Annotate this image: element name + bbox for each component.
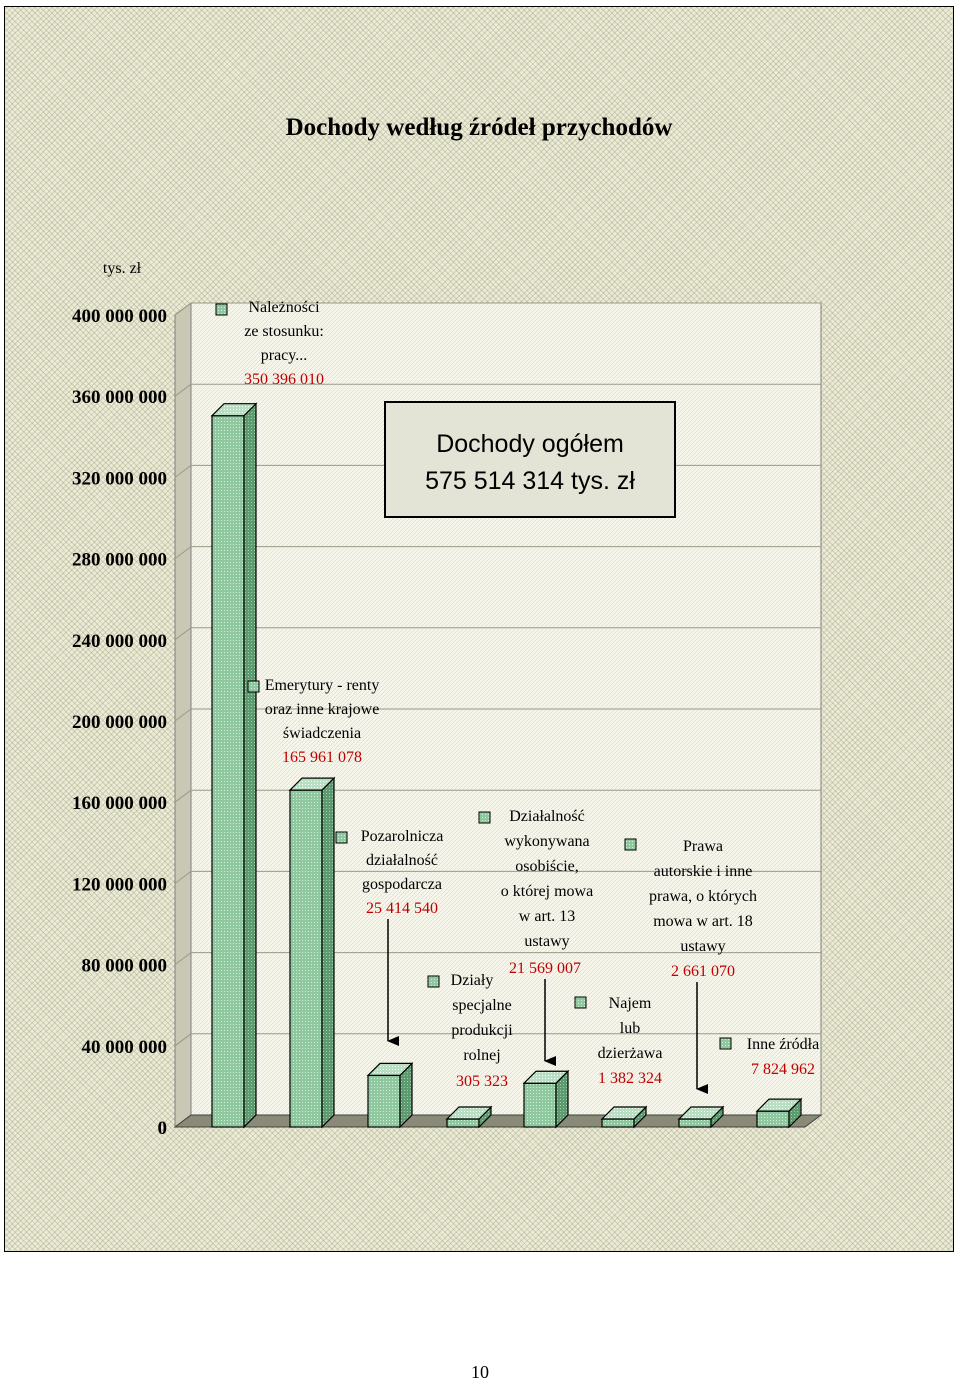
category-name-line: ustawy [680,938,725,955]
category-name-line: specjalne [452,997,512,1014]
gridline [174,383,192,397]
category-name-line: rolnej [463,1047,500,1064]
y-tick-label: 160 000 000 [72,793,167,814]
category-name-line: świadczenia [283,725,361,742]
legend-marker [335,831,348,844]
category-label: Prawa autorskie i inne prawa, o których mow… [624,838,757,1094]
total-box: Dochody ogółem 575 514 314 tys. zł [384,401,676,518]
bar-chart: Dochody według źródeł przychodów tys. zł… [72,114,823,1139]
category-name-line: Emerytury - renty [265,677,380,694]
category-name-line: w art. 13 [519,908,575,925]
bar [677,1105,725,1129]
gridline [174,627,192,641]
page-number: 10 [471,1362,489,1382]
bar [755,1097,803,1129]
category-name-line: pracy... [261,347,308,364]
category-label: Najem lub dzierżawa 1 382 324 [574,995,663,1087]
y-axis-ticks: 400 000 000 360 000 000 320 000 000 280 000… [72,306,167,1139]
gridline [174,871,192,884]
y-tick-label: 40 000 000 [82,1037,168,1058]
y-tick-label: 320 000 000 [72,468,167,489]
y-tick-label: 400 000 000 [72,306,167,327]
category-name-line: mowa w art. 18 [653,913,753,930]
y-tick-label: 240 000 000 [72,631,167,652]
gridline [174,546,192,559]
category-name-line: Najem [609,995,652,1012]
data-label: 305 323 [456,1073,508,1090]
category-label: Działalność wykonywana osobiście, o której … [478,808,593,1066]
gridline [174,952,192,965]
gridline [174,708,192,722]
data-label: 350 396 010 [244,371,324,388]
category-name-line: o której mowa [501,883,593,900]
category-name-line: Działy [451,972,494,989]
total-box-title: Dochody ogółem [436,430,624,458]
y-tick-label: 120 000 000 [72,874,167,895]
bar [445,1105,493,1129]
data-label: 1 382 324 [598,1070,662,1087]
category-name-line: działalność [366,852,438,869]
bar [522,1069,570,1129]
total-box-value: 575 514 314 tys. zł [425,467,635,495]
category-name-line: Działalność [509,808,585,825]
category-label: Pozarolnicza działalność gospodarcza 25 414… [335,828,444,1046]
data-label: 25 414 540 [366,900,438,917]
gridline [174,464,192,478]
bar [366,1061,414,1129]
legend-marker [215,303,228,316]
category-name-line: osobiście, [515,858,579,875]
legend-marker [247,680,260,693]
category-name-line: Pozarolnicza [361,828,444,845]
chart-title: Dochody według źródeł przychodów [286,114,673,141]
category-label: Należności ze stosunku: pracy... 350 396 01… [215,299,324,388]
data-labels: Należności ze stosunku: pracy... 350 396 01… [215,299,819,1094]
legend-marker [574,996,587,1009]
chart-frame: Dochody według źródeł przychodów tys. zł… [4,6,954,1252]
gridline [174,302,192,316]
category-label: Działy specjalne produkcji rolnej 305 323 [427,972,513,1090]
data-label: 21 569 007 [509,960,581,977]
legend-marker [478,811,491,824]
category-name-line: Inne źródła [747,1036,819,1053]
category-name-line: ustawy [524,933,569,950]
legend-marker [719,1037,732,1050]
bar [288,776,336,1129]
category-name-line: ze stosunku: [244,323,324,340]
legend-marker [624,838,637,851]
bars [210,402,803,1129]
y-tick-label: 360 000 000 [72,387,167,408]
gridline [174,789,192,803]
data-label: 165 961 078 [282,749,362,766]
bar [600,1105,648,1129]
y-tick-label: 280 000 000 [72,550,167,571]
category-label: Inne źródła 7 824 962 [719,1036,819,1078]
bar [210,402,258,1129]
category-name-line: lub [620,1020,640,1037]
category-name-line: dzierżawa [598,1045,663,1062]
category-name-line: prawa, o których [649,888,757,905]
y-tick-label: 80 000 000 [82,956,168,977]
gridline [174,1033,192,1047]
category-name-line: wykonywana [504,833,589,850]
legend-marker [427,975,440,988]
data-label: 2 661 070 [671,963,735,980]
category-name-line: autorskie i inne [654,863,753,880]
category-name-line: Prawa [683,838,723,855]
y-axis-unit-label: tys. zł [103,260,142,277]
category-label: Emerytury - renty oraz inne krajowe świadc… [247,677,380,766]
category-name-line: gospodarcza [362,876,442,893]
data-label: 7 824 962 [751,1061,815,1078]
category-name-line: Należności [248,299,320,316]
y-tick-label: 200 000 000 [72,712,167,733]
y-tick-label: 0 [158,1118,168,1139]
category-name-line: produkcji [451,1022,513,1039]
category-name-line: oraz inne krajowe [265,701,380,718]
